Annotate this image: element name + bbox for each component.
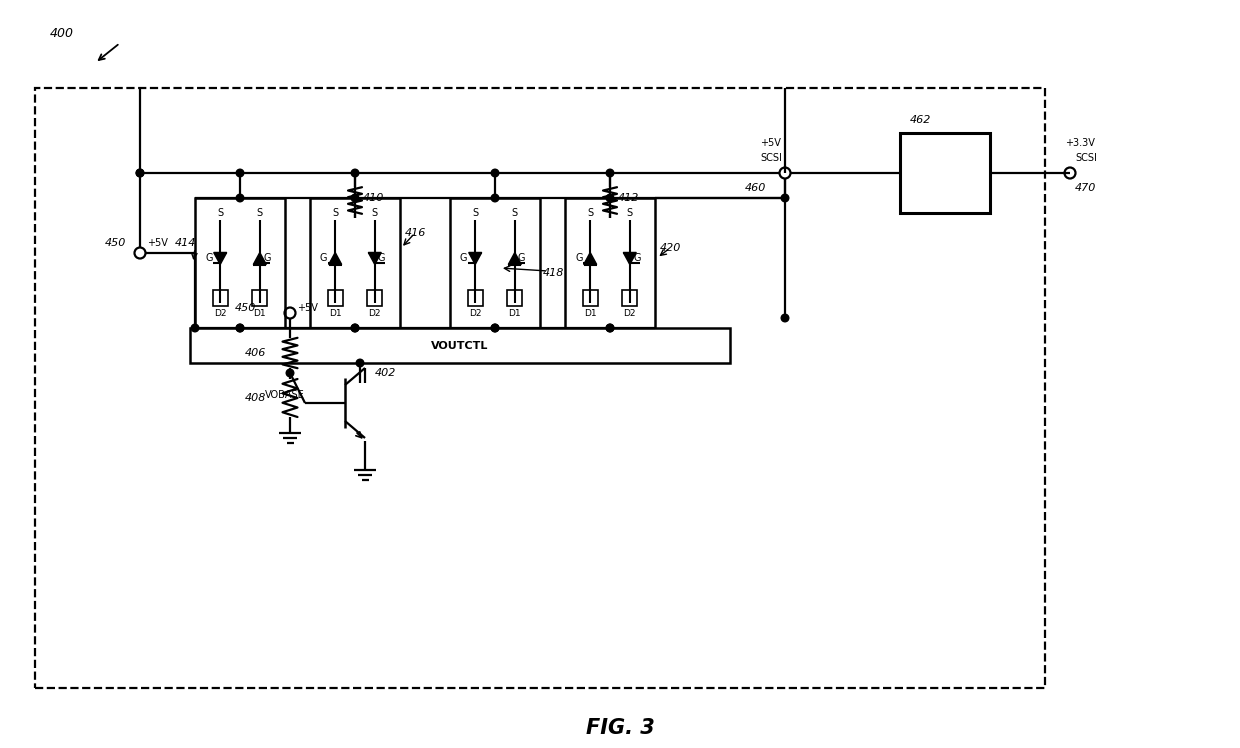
Polygon shape xyxy=(213,253,227,265)
Polygon shape xyxy=(253,253,267,265)
Text: G: G xyxy=(263,253,270,263)
Text: S: S xyxy=(512,208,518,218)
Bar xyxy=(213,289,228,306)
Bar xyxy=(450,198,539,328)
Text: 462: 462 xyxy=(910,115,931,125)
Text: S: S xyxy=(372,208,378,218)
Circle shape xyxy=(606,169,614,177)
Text: G: G xyxy=(575,253,583,263)
Text: 470: 470 xyxy=(1075,183,1096,193)
Text: D1: D1 xyxy=(329,308,341,317)
Text: D2: D2 xyxy=(469,308,481,317)
Circle shape xyxy=(236,169,244,177)
Text: SCSI: SCSI xyxy=(760,153,782,163)
Bar xyxy=(565,198,655,328)
Text: S: S xyxy=(257,208,263,218)
Text: VOUTCTL: VOUTCTL xyxy=(432,340,489,351)
Circle shape xyxy=(491,324,498,332)
Bar xyxy=(622,289,637,306)
Text: 400: 400 xyxy=(50,26,74,40)
Text: D1: D1 xyxy=(508,308,521,317)
Circle shape xyxy=(606,194,614,202)
Text: G: G xyxy=(632,253,641,263)
Polygon shape xyxy=(469,253,481,265)
Text: G: G xyxy=(205,253,212,263)
Text: +5V: +5V xyxy=(298,303,317,313)
Polygon shape xyxy=(329,253,342,265)
Text: FIG. 3: FIG. 3 xyxy=(585,718,655,738)
Text: 450: 450 xyxy=(236,303,257,313)
Text: 406: 406 xyxy=(246,348,267,358)
Text: +5V: +5V xyxy=(760,138,781,148)
Circle shape xyxy=(491,324,498,332)
Text: D2: D2 xyxy=(368,308,381,317)
Text: 410: 410 xyxy=(363,193,384,203)
Text: G: G xyxy=(518,253,526,263)
Text: 418: 418 xyxy=(543,268,564,278)
Circle shape xyxy=(136,169,144,177)
Circle shape xyxy=(781,194,789,202)
Bar xyxy=(583,289,598,306)
Bar xyxy=(195,198,285,328)
Circle shape xyxy=(236,194,244,202)
Text: 412: 412 xyxy=(618,193,640,203)
Circle shape xyxy=(286,370,294,377)
Circle shape xyxy=(356,359,363,367)
Circle shape xyxy=(236,324,244,332)
Text: G: G xyxy=(460,253,467,263)
Text: 460: 460 xyxy=(745,183,766,193)
Text: 408: 408 xyxy=(246,393,267,403)
Bar xyxy=(190,328,730,363)
Text: S: S xyxy=(217,208,223,218)
Text: +5V: +5V xyxy=(148,238,167,248)
Text: 402: 402 xyxy=(374,368,397,378)
Polygon shape xyxy=(368,253,381,265)
Text: 450: 450 xyxy=(105,238,126,248)
Text: S: S xyxy=(472,208,479,218)
Text: G: G xyxy=(378,253,386,263)
Circle shape xyxy=(236,324,244,332)
Polygon shape xyxy=(508,253,521,265)
Circle shape xyxy=(781,314,789,322)
Circle shape xyxy=(491,169,498,177)
Text: D2: D2 xyxy=(624,308,636,317)
Bar xyxy=(310,198,401,328)
Circle shape xyxy=(351,324,358,332)
Circle shape xyxy=(606,324,614,332)
Circle shape xyxy=(351,194,358,202)
Text: 414: 414 xyxy=(175,238,196,248)
Bar xyxy=(507,289,522,306)
Bar xyxy=(367,289,382,306)
Text: G: G xyxy=(320,253,327,263)
Text: D2: D2 xyxy=(215,308,227,317)
Text: SCSI: SCSI xyxy=(1075,153,1097,163)
Polygon shape xyxy=(584,253,596,265)
Bar xyxy=(467,289,482,306)
Text: VOBASE: VOBASE xyxy=(265,390,305,400)
Bar xyxy=(900,133,990,213)
Bar xyxy=(252,289,268,306)
Text: 416: 416 xyxy=(405,228,427,238)
Circle shape xyxy=(491,194,498,202)
Polygon shape xyxy=(624,253,636,265)
Text: +3.3V: +3.3V xyxy=(1065,138,1095,148)
Bar xyxy=(35,88,1045,688)
Text: S: S xyxy=(332,208,339,218)
Circle shape xyxy=(351,169,358,177)
Circle shape xyxy=(136,169,144,177)
Text: S: S xyxy=(626,208,632,218)
Circle shape xyxy=(351,324,358,332)
Text: 420: 420 xyxy=(660,243,681,253)
Text: D1: D1 xyxy=(584,308,596,317)
Bar xyxy=(327,289,342,306)
Circle shape xyxy=(191,324,198,332)
Circle shape xyxy=(606,324,614,332)
Text: S: S xyxy=(587,208,593,218)
Text: D1: D1 xyxy=(253,308,267,317)
